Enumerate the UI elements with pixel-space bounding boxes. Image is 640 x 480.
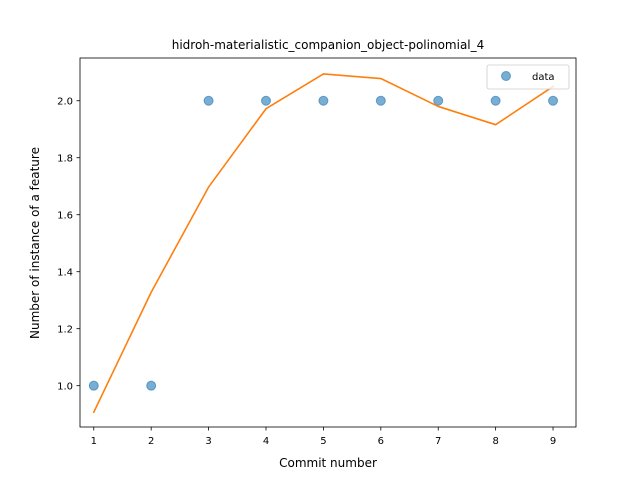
data-point bbox=[375, 95, 386, 106]
x-tick-label: 5 bbox=[320, 436, 326, 447]
data-point bbox=[548, 95, 559, 106]
y-tick-label: 1.6 bbox=[57, 211, 73, 222]
y-tick-label: 1.8 bbox=[57, 154, 73, 165]
data-point bbox=[146, 380, 157, 391]
x-tick-label: 7 bbox=[435, 436, 441, 447]
legend-label-data: data bbox=[532, 72, 555, 83]
chart-title: hidroh-materialistic_companion_object-po… bbox=[172, 38, 485, 52]
y-tick-label: 1.2 bbox=[57, 325, 73, 336]
legend-marker-data bbox=[501, 71, 511, 81]
legend: data bbox=[486, 64, 570, 90]
x-tick-label: 6 bbox=[378, 436, 384, 447]
data-point bbox=[318, 95, 329, 106]
data-point bbox=[88, 380, 99, 391]
data-point bbox=[433, 95, 444, 106]
fit-line bbox=[92, 73, 555, 414]
y-axis-ticks: 1.0 1.2 1.4 1.6 1.8 2.0 bbox=[57, 97, 80, 393]
y-tick-label: 2.0 bbox=[57, 97, 73, 108]
legend-box bbox=[486, 64, 570, 90]
data-point bbox=[261, 95, 271, 106]
x-axis-label: Commit number bbox=[279, 456, 377, 470]
x-tick-label: 8 bbox=[492, 436, 498, 447]
data-point bbox=[203, 95, 214, 106]
axes-frame bbox=[79, 57, 577, 428]
x-tick-label: 2 bbox=[148, 436, 154, 447]
y-tick-label: 1.0 bbox=[57, 382, 73, 393]
x-tick-label: 1 bbox=[91, 436, 97, 447]
y-axis-label: Number of instance of a feature bbox=[28, 147, 42, 339]
data-point bbox=[490, 95, 501, 106]
y-tick-label: 1.4 bbox=[57, 268, 73, 279]
x-tick-label: 3 bbox=[205, 436, 211, 447]
x-tick-label: 4 bbox=[263, 436, 269, 447]
x-tick-label: 9 bbox=[550, 436, 556, 447]
plot-area bbox=[88, 73, 559, 414]
x-axis-ticks: 1 2 3 4 5 6 7 8 9 bbox=[91, 427, 556, 447]
